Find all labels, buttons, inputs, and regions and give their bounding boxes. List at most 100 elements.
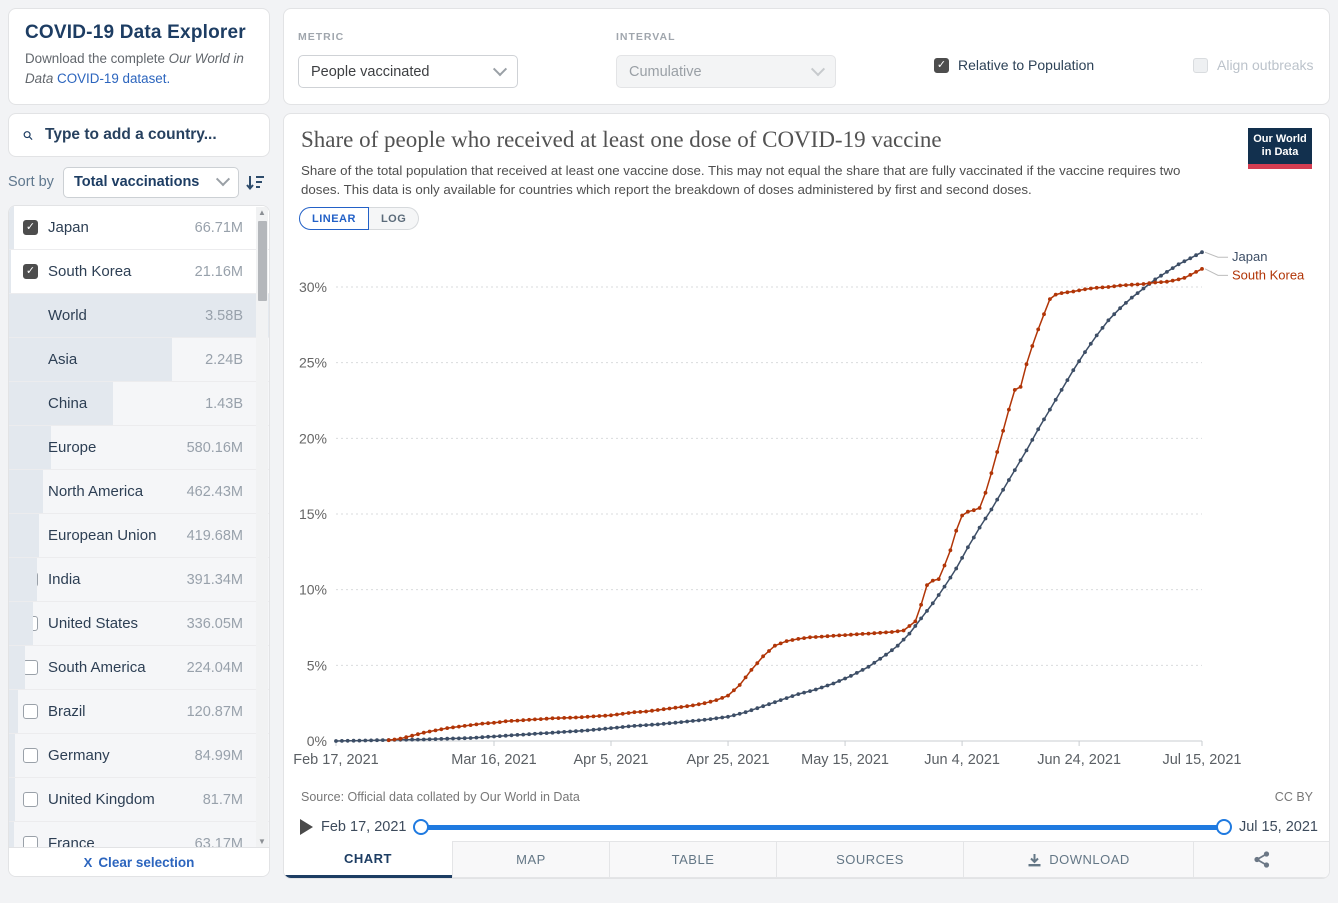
entity-list-card: ✓ Japan 66.71M ✓ South Korea 21.16M World 3.58B… xyxy=(8,205,270,877)
timeline-slider[interactable] xyxy=(413,819,1232,835)
data-point xyxy=(1188,273,1193,277)
metric-dropdown[interactable]: People vaccinated xyxy=(298,55,518,88)
owid-logo[interactable]: Our World in Data xyxy=(1248,128,1312,169)
tab-map[interactable]: MAP xyxy=(452,841,609,878)
data-point xyxy=(895,629,900,634)
search-input[interactable] xyxy=(43,125,255,145)
data-point xyxy=(1042,312,1046,317)
entity-name: United Kingdom xyxy=(48,791,155,808)
logo-line-1: Our World xyxy=(1253,133,1307,145)
timeline-track[interactable] xyxy=(420,825,1225,830)
data-point xyxy=(1129,295,1134,300)
entity-value: 419.68M xyxy=(186,527,243,544)
data-point xyxy=(796,637,801,641)
entity-checkbox[interactable]: ✓ xyxy=(23,264,38,279)
data-point xyxy=(457,724,461,729)
entity-list: ✓ Japan 66.71M ✓ South Korea 21.16M World 3.58B… xyxy=(9,206,269,849)
data-point xyxy=(386,738,391,743)
data-point xyxy=(907,624,912,628)
log-button[interactable]: LOG xyxy=(368,207,420,230)
data-point xyxy=(1088,286,1093,291)
series-end-label-japan[interactable]: Japan xyxy=(1232,249,1267,264)
data-point xyxy=(895,643,900,648)
data-point xyxy=(1012,468,1017,472)
list-item[interactable]: Europe 580.16M xyxy=(9,426,269,470)
data-point xyxy=(363,738,368,743)
list-item[interactable]: India 391.34M xyxy=(9,558,269,602)
list-item[interactable]: United States 336.05M xyxy=(9,602,269,646)
checkbox-checked-icon[interactable]: ✓ xyxy=(934,57,949,73)
line-chart[interactable]: 0% 5% 10% 15% 20% 25% 30% Feb 17, 2021 Mar 16, 2… xyxy=(291,244,1330,781)
data-point xyxy=(1094,333,1099,338)
list-item[interactable]: ✓ South Korea 21.16M xyxy=(9,250,269,294)
tab-table[interactable]: TABLE xyxy=(609,841,776,878)
list-item[interactable]: France 63.17M xyxy=(9,822,269,849)
scroll-up-icon[interactable]: ▲ xyxy=(258,208,266,217)
data-point xyxy=(925,583,929,587)
entity-checkbox[interactable] xyxy=(23,704,38,719)
data-point xyxy=(942,563,947,568)
tab-chart[interactable]: CHART xyxy=(284,841,452,878)
data-point xyxy=(1030,438,1035,442)
chart-subtitle: Share of the total population that recei… xyxy=(301,163,1181,198)
list-item[interactable]: World 3.58B xyxy=(9,294,269,338)
tab-sources[interactable]: SOURCES xyxy=(776,841,963,878)
series-line-japan[interactable] xyxy=(335,251,1203,742)
entity-checkbox[interactable] xyxy=(23,748,38,763)
play-icon[interactable] xyxy=(300,819,313,835)
data-point xyxy=(1053,397,1058,402)
timeline-end-handle[interactable] xyxy=(1215,819,1232,835)
list-item[interactable]: ✓ Japan 66.71M xyxy=(9,206,269,250)
tab-download[interactable]: DOWNLOAD xyxy=(963,841,1193,878)
entity-checkbox[interactable] xyxy=(23,792,38,807)
list-item[interactable]: Brazil 120.87M xyxy=(9,690,269,734)
data-point xyxy=(538,717,543,721)
data-point xyxy=(1071,368,1076,373)
series-end-label-south-korea[interactable]: South Korea xyxy=(1232,267,1305,282)
data-point xyxy=(1100,285,1105,290)
data-point xyxy=(983,516,988,521)
data-point xyxy=(1135,291,1140,295)
timeline: Feb 17, 2021 Jul 15, 2021 xyxy=(296,811,1318,843)
download-icon xyxy=(1027,853,1042,867)
data-point xyxy=(673,720,678,725)
chart-title: Share of people who received at least on… xyxy=(301,127,942,152)
entity-checkbox[interactable]: ✓ xyxy=(23,220,38,235)
entity-checkbox[interactable] xyxy=(23,836,38,849)
data-point xyxy=(357,738,362,743)
list-item[interactable]: North America 462.43M xyxy=(9,470,269,514)
data-point xyxy=(1088,341,1093,346)
data-point xyxy=(1059,388,1064,392)
data-point xyxy=(761,704,765,709)
series-line-south-korea[interactable] xyxy=(388,268,1203,741)
sort-dropdown[interactable]: Total vaccinations xyxy=(62,166,239,198)
entity-name: Asia xyxy=(48,351,78,368)
value-bar xyxy=(9,294,269,337)
linear-button[interactable]: LINEAR xyxy=(299,207,369,230)
list-scrollbar[interactable]: ▲ ▼ xyxy=(256,207,268,848)
list-item[interactable]: South America 224.04M xyxy=(9,646,269,690)
sort-descending-icon[interactable] xyxy=(246,174,265,191)
data-point xyxy=(714,698,719,702)
relative-to-population-toggle[interactable]: ✓ Relative to Population xyxy=(934,57,1094,73)
clear-selection-button[interactable]: X Clear selection xyxy=(9,847,269,876)
list-item[interactable]: European Union 419.68M xyxy=(9,514,269,558)
data-point xyxy=(497,734,502,738)
list-item[interactable]: China 1.43B xyxy=(9,382,269,426)
list-item[interactable]: Asia 2.24B xyxy=(9,338,269,382)
data-point xyxy=(650,708,654,713)
timeline-start-handle[interactable] xyxy=(413,819,430,835)
data-point xyxy=(644,709,648,714)
data-point xyxy=(843,633,847,637)
data-point xyxy=(691,719,695,723)
list-item[interactable]: Germany 84.99M xyxy=(9,734,269,778)
list-item[interactable]: United Kingdom 81.7M xyxy=(9,778,269,822)
dataset-link[interactable]: COVID-19 dataset. xyxy=(57,71,171,86)
tab-share[interactable] xyxy=(1193,841,1329,878)
data-point xyxy=(1053,292,1058,297)
scroll-down-icon[interactable]: ▼ xyxy=(258,837,266,846)
data-point xyxy=(369,738,373,743)
scrollbar-thumb[interactable] xyxy=(257,221,267,301)
data-point xyxy=(691,703,695,708)
data-point xyxy=(404,735,409,740)
